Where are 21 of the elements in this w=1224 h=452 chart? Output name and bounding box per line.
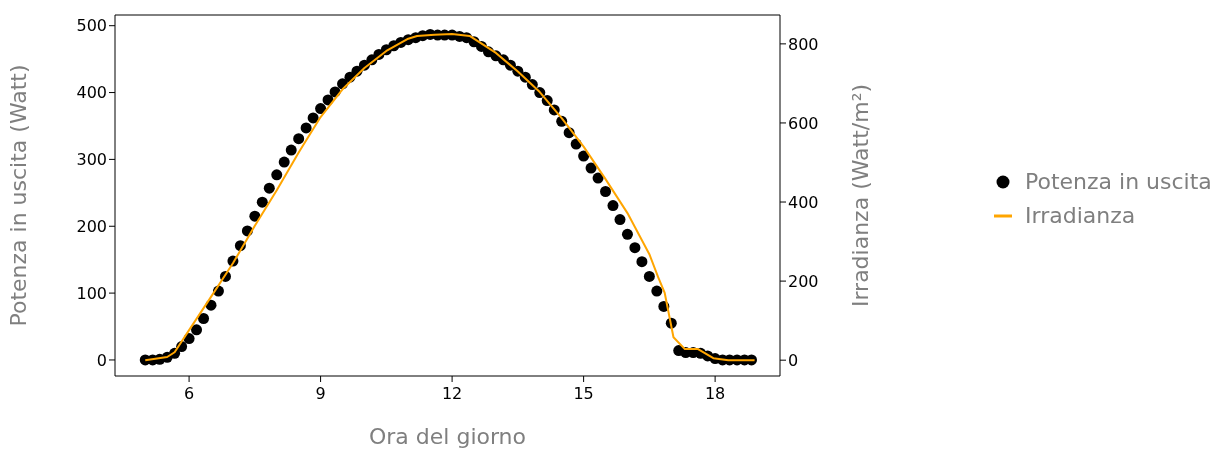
x-tick-label: 18 — [704, 384, 726, 404]
y-tick-label: 200 — [76, 216, 107, 236]
y-tick-label: 100 — [76, 283, 107, 303]
x-tick-label: 15 — [573, 384, 594, 404]
y-tick-label: 300 — [76, 150, 107, 170]
y2-tick-label: 400 — [788, 192, 819, 212]
x-tick-label: 6 — [183, 384, 195, 404]
y-tick-label: 0 — [96, 350, 107, 370]
x-tick-label: 12 — [441, 384, 463, 404]
y2-tick-label: 0 — [788, 350, 799, 370]
x-tick-label: 9 — [315, 384, 326, 404]
legend-label: Potenza in uscita — [1025, 168, 1212, 196]
x-axis-title: Ora del giorno — [368, 424, 527, 449]
legend-label: Irradianza — [1025, 202, 1136, 230]
y2-tick-label: 200 — [788, 271, 819, 291]
y2-axis-title: Irradianza (Watt/m²) — [847, 83, 873, 308]
y2-tick-label: 800 — [788, 34, 819, 54]
y-axis-title: Potenza in uscita (Watt) — [5, 64, 31, 327]
y-tick-label: 400 — [76, 83, 107, 103]
y-tick-label: 500 — [76, 16, 107, 36]
y2-tick-label: 600 — [788, 113, 819, 133]
